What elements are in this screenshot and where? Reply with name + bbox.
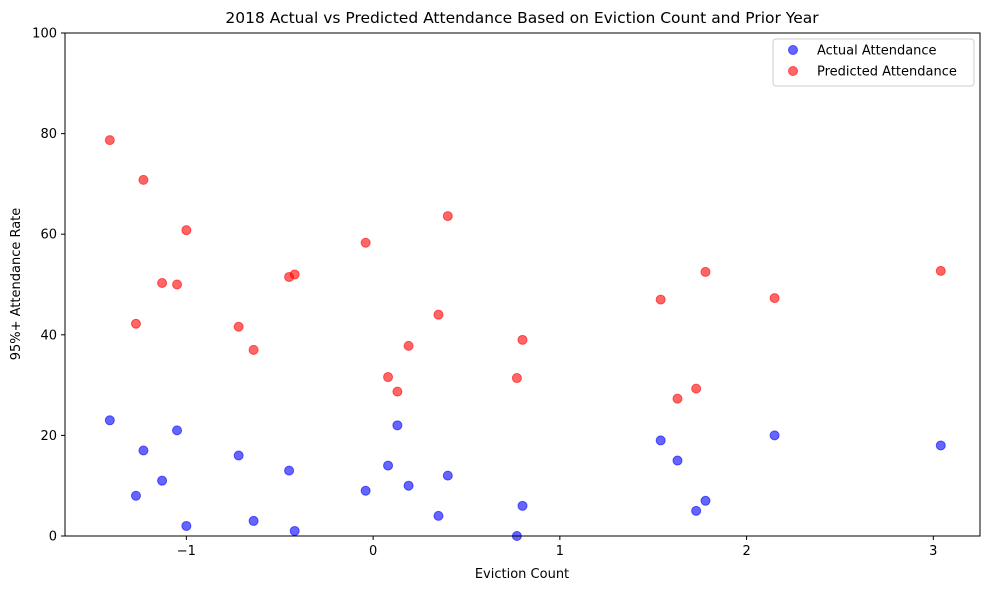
data-point (392, 386, 403, 397)
data-point (517, 500, 528, 511)
data-point (233, 450, 244, 461)
x-tick-label: 0 (369, 544, 377, 559)
legend: Actual Attendance Predicted Attendance (772, 38, 975, 87)
series-0 (104, 415, 946, 541)
data-point (672, 455, 683, 466)
legend-label: Actual Attendance (817, 44, 937, 59)
data-point (157, 475, 168, 486)
data-point (392, 420, 403, 431)
data-point (700, 266, 711, 277)
legend-item: Predicted Attendance (788, 65, 957, 80)
y-tick-label: 100 (32, 27, 57, 42)
data-point (130, 318, 141, 329)
data-point (935, 265, 946, 276)
data-point (138, 445, 149, 456)
data-point (248, 515, 259, 526)
y-axis-label: 95%+ Attendance Rate (9, 208, 24, 361)
data-point (104, 415, 115, 426)
data-point (233, 321, 244, 332)
data-point (672, 393, 683, 404)
legend-box (772, 38, 975, 87)
data-point (360, 485, 371, 496)
legend-item: Actual Attendance (788, 44, 937, 59)
data-point (172, 279, 183, 290)
data-point (289, 525, 300, 536)
data-point (517, 334, 528, 345)
y-tick-label: 40 (40, 328, 57, 343)
data-point (248, 344, 259, 355)
legend-marker (788, 66, 798, 76)
data-point (284, 465, 295, 476)
data-point (700, 495, 711, 506)
x-tick-label: 3 (929, 544, 937, 559)
data-point (383, 372, 394, 383)
data-point (433, 510, 444, 521)
plot-frame (64, 32, 981, 537)
y-tick-label: 80 (40, 127, 57, 142)
legend-label: Predicted Attendance (817, 65, 957, 80)
series-1 (104, 135, 946, 404)
data-point (691, 505, 702, 516)
data-point (383, 460, 394, 471)
data-point (655, 294, 666, 305)
data-point (655, 435, 666, 446)
x-tick-label: −1 (177, 544, 196, 559)
plot-area (64, 32, 981, 541)
legend-marker (788, 45, 798, 55)
data-point (104, 135, 115, 146)
data-point (172, 425, 183, 436)
data-point (691, 383, 702, 394)
x-tick-label: 1 (556, 544, 564, 559)
data-point (442, 470, 453, 481)
data-point (181, 225, 192, 236)
y-tick-label: 20 (40, 429, 57, 444)
data-point (289, 269, 300, 280)
data-point (130, 490, 141, 501)
data-point (442, 211, 453, 222)
data-point (769, 430, 780, 441)
data-point (769, 293, 780, 304)
chart-title: 2018 Actual vs Predicted Attendance Base… (225, 9, 819, 27)
data-point (138, 174, 149, 185)
y-axis: 0 20 40 60 80 100 (32, 27, 65, 545)
data-point (181, 520, 192, 531)
data-point (935, 440, 946, 451)
x-axis: −1 0 1 2 3 (177, 536, 937, 559)
y-tick-label: 60 (40, 228, 57, 243)
data-point (360, 237, 371, 248)
data-point (403, 480, 414, 491)
x-tick-label: 2 (742, 544, 750, 559)
y-tick-label: 0 (49, 530, 57, 545)
data-point (157, 277, 168, 288)
x-axis-label: Eviction Count (475, 567, 569, 582)
data-point (433, 309, 444, 320)
data-point (403, 340, 414, 351)
data-point (511, 373, 522, 384)
